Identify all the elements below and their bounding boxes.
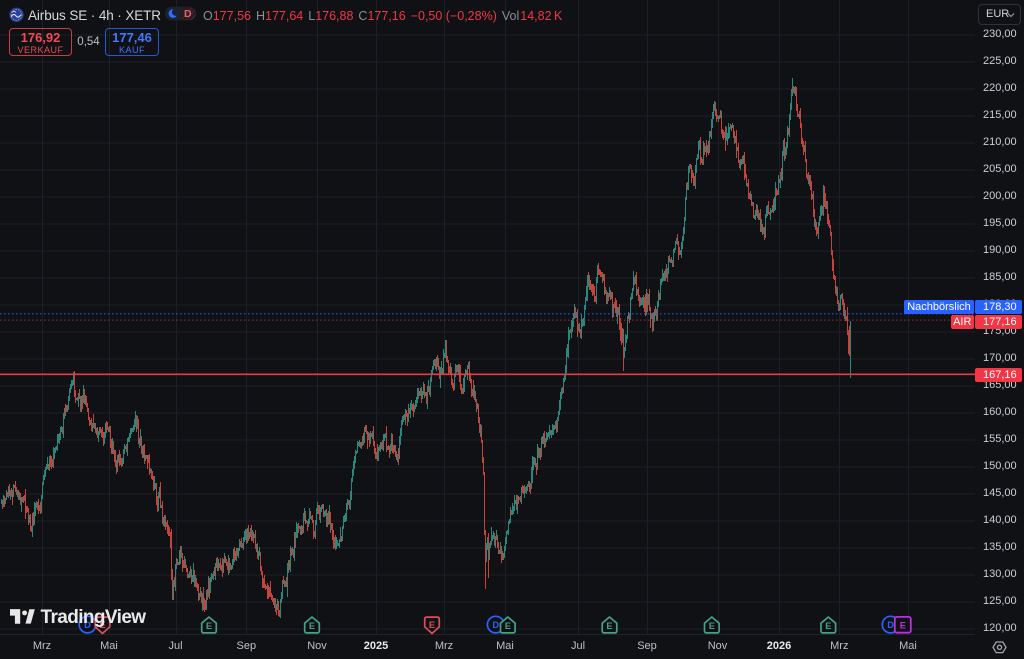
svg-text:E: E [900, 621, 906, 631]
svg-text:D: D [84, 620, 91, 630]
svg-text:E: E [429, 620, 435, 630]
svg-text:E: E [709, 621, 715, 631]
svg-text:E: E [99, 620, 105, 630]
svg-text:E: E [606, 621, 612, 631]
svg-text:E: E [505, 621, 511, 631]
svg-text:E: E [309, 621, 315, 631]
svg-text:D: D [887, 620, 894, 630]
svg-text:D: D [184, 8, 192, 20]
svg-text:E: E [206, 621, 212, 631]
svg-text:D: D [492, 620, 499, 630]
svg-text:E: E [825, 621, 831, 631]
